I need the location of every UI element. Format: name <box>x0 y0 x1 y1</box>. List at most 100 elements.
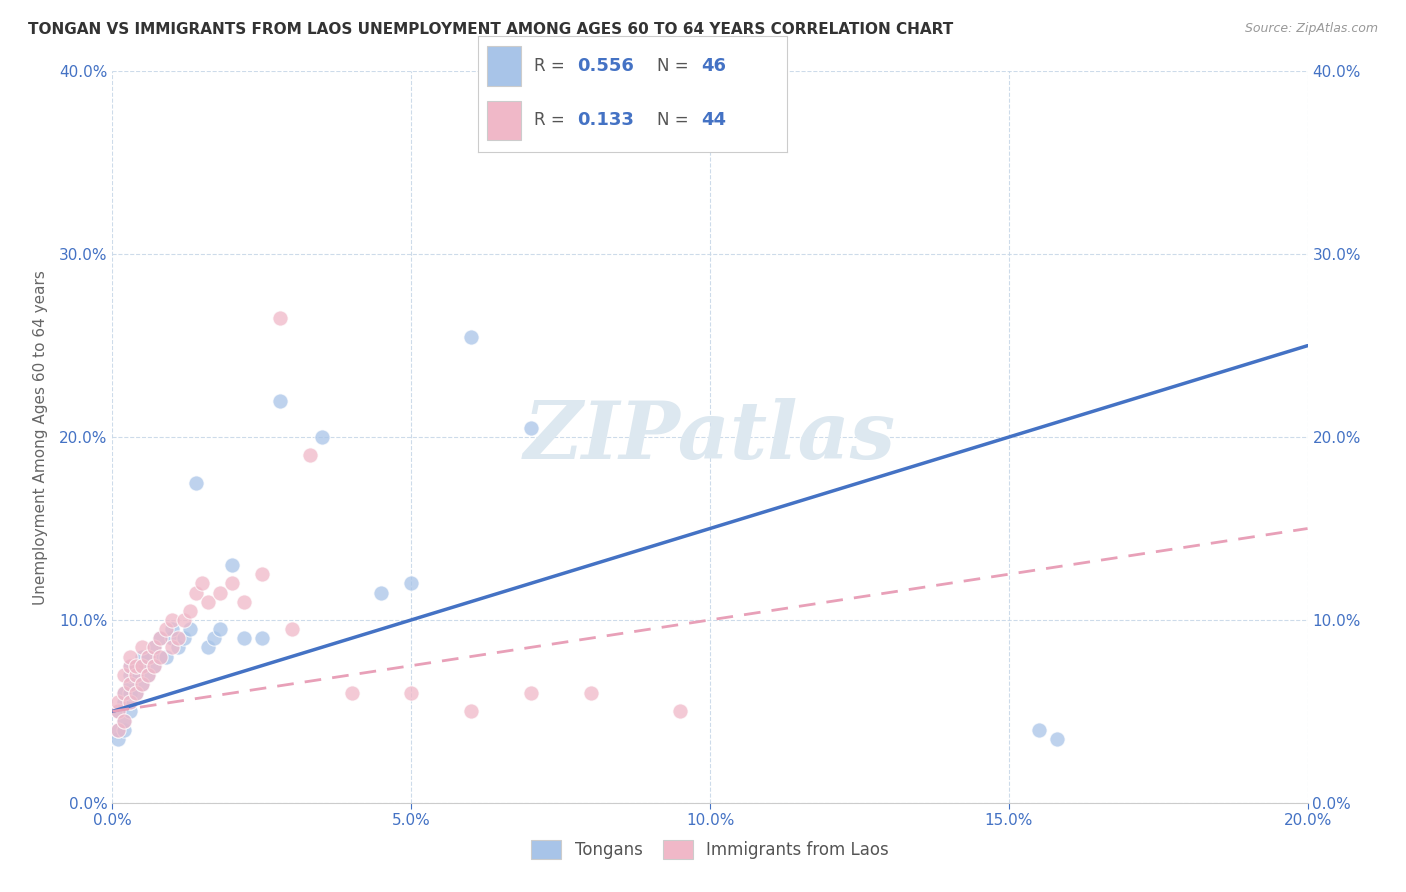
Point <box>669 705 692 719</box>
Point <box>155 649 177 664</box>
Point <box>233 632 256 646</box>
Point <box>138 667 160 681</box>
Point <box>269 311 291 326</box>
Point <box>1028 723 1050 737</box>
Point <box>401 686 423 700</box>
Text: 0.133: 0.133 <box>576 112 634 129</box>
Point <box>1046 731 1069 746</box>
Point <box>120 705 142 719</box>
Point <box>179 622 201 636</box>
Point <box>107 723 129 737</box>
Text: 0.556: 0.556 <box>576 57 634 75</box>
Point <box>120 677 142 691</box>
Point <box>298 448 321 462</box>
Text: N =: N = <box>658 112 695 129</box>
Text: ZIPatlas: ZIPatlas <box>524 399 896 475</box>
Point <box>186 475 208 490</box>
Point <box>162 640 183 655</box>
Point <box>138 649 160 664</box>
Point <box>107 705 129 719</box>
Point <box>125 686 148 700</box>
Point <box>107 695 129 709</box>
Text: 44: 44 <box>700 112 725 129</box>
Text: TONGAN VS IMMIGRANTS FROM LAOS UNEMPLOYMENT AMONG AGES 60 TO 64 YEARS CORRELATIO: TONGAN VS IMMIGRANTS FROM LAOS UNEMPLOYM… <box>28 22 953 37</box>
Point <box>125 658 148 673</box>
Point <box>143 658 166 673</box>
Point <box>125 686 148 700</box>
Text: N =: N = <box>658 57 695 75</box>
Text: 46: 46 <box>700 57 725 75</box>
Point <box>149 632 172 646</box>
Point <box>120 667 142 681</box>
Point <box>114 667 135 681</box>
Point <box>125 667 148 681</box>
Point <box>250 567 273 582</box>
Point <box>120 658 142 673</box>
Point <box>520 686 543 700</box>
FancyBboxPatch shape <box>488 101 522 140</box>
Point <box>131 658 153 673</box>
Point <box>138 667 160 681</box>
Point <box>107 723 129 737</box>
Point <box>401 576 423 591</box>
Point <box>131 640 153 655</box>
Point <box>143 640 166 655</box>
Point <box>191 576 214 591</box>
Point <box>120 695 142 709</box>
FancyBboxPatch shape <box>488 46 522 86</box>
Point <box>197 594 219 608</box>
Point <box>173 632 195 646</box>
Point <box>167 640 190 655</box>
Point <box>107 705 129 719</box>
Point <box>209 585 232 599</box>
Point <box>460 329 482 343</box>
Point <box>250 632 273 646</box>
Point <box>114 723 135 737</box>
Point <box>162 632 183 646</box>
Point <box>120 677 142 691</box>
Point <box>149 649 172 664</box>
Point <box>579 686 602 700</box>
Point <box>143 658 166 673</box>
Point <box>167 632 190 646</box>
Point <box>125 658 148 673</box>
Point <box>460 705 482 719</box>
Point <box>131 658 153 673</box>
Text: Source: ZipAtlas.com: Source: ZipAtlas.com <box>1244 22 1378 36</box>
Point <box>202 632 225 646</box>
Point <box>186 585 208 599</box>
Point <box>114 695 135 709</box>
Point <box>173 613 195 627</box>
Point <box>120 695 142 709</box>
Point <box>370 585 392 599</box>
Point <box>221 558 243 573</box>
Point <box>114 714 135 728</box>
Point <box>125 667 148 681</box>
Point <box>107 731 129 746</box>
Point <box>138 649 160 664</box>
Point <box>162 622 183 636</box>
Point <box>131 677 153 691</box>
Point <box>281 622 304 636</box>
Point <box>197 640 219 655</box>
Point <box>520 421 543 435</box>
Point <box>120 649 142 664</box>
Point <box>162 613 183 627</box>
Point <box>120 658 142 673</box>
Point <box>269 393 291 408</box>
Legend: Tongans, Immigrants from Laos: Tongans, Immigrants from Laos <box>523 831 897 868</box>
Point <box>114 686 135 700</box>
Point <box>311 430 333 444</box>
Point <box>221 576 243 591</box>
Point <box>114 714 135 728</box>
Point <box>131 677 153 691</box>
Y-axis label: Unemployment Among Ages 60 to 64 years: Unemployment Among Ages 60 to 64 years <box>32 269 48 605</box>
Point <box>143 640 166 655</box>
Point <box>149 649 172 664</box>
Point <box>120 686 142 700</box>
Point <box>155 622 177 636</box>
Point <box>179 604 201 618</box>
Point <box>114 686 135 700</box>
Point <box>209 622 232 636</box>
Text: R =: R = <box>534 112 569 129</box>
